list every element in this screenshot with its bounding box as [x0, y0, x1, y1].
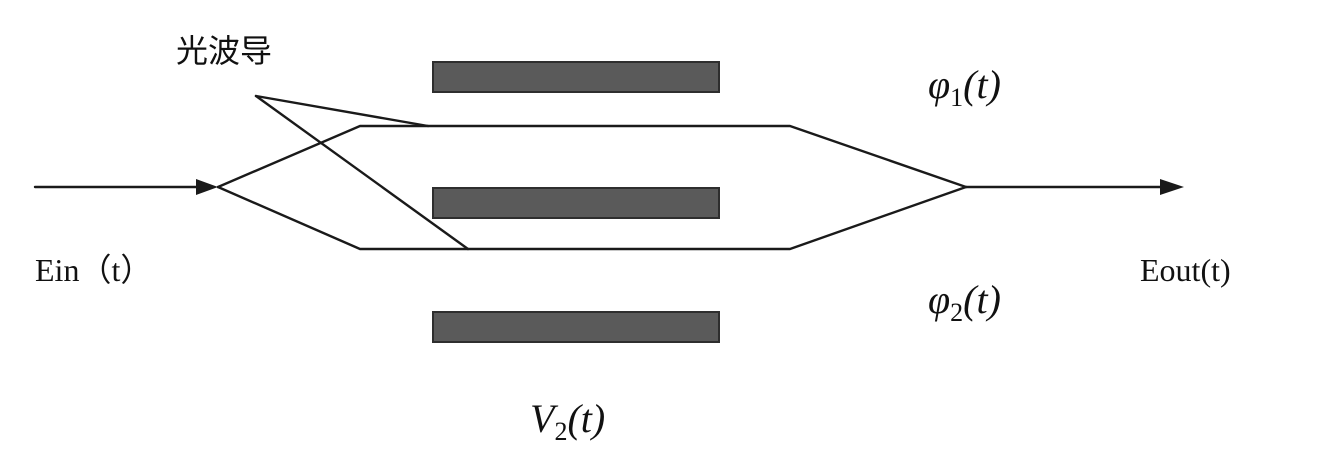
output-arrow: [1160, 179, 1184, 195]
voltage-label: V2(t): [530, 396, 605, 446]
voltage-symbol: V: [530, 396, 559, 441]
lower-arm: [216, 185, 968, 251]
upper-arm: [216, 124, 968, 189]
leader-line-lower: [254, 94, 470, 251]
phase-lower-symbol: φ: [928, 277, 950, 322]
phase-upper-subscript: 1: [950, 83, 963, 112]
input-label: Ein（t）: [35, 252, 152, 288]
phase-lower-arg: (t): [963, 277, 1001, 322]
upper-electrode: [432, 61, 720, 93]
lower-electrode: [432, 311, 720, 343]
phase-lower-subscript: 2: [950, 298, 963, 327]
waveguide-label: 光波导: [176, 32, 272, 70]
phase-lower-label: φ2(t): [928, 277, 1001, 327]
output-label: Eout(t): [1140, 252, 1231, 288]
voltage-arg: (t): [567, 396, 605, 441]
phase-upper-symbol: φ: [928, 62, 950, 107]
input-arrow: [196, 179, 218, 195]
phase-upper-label: φ1(t): [928, 62, 1001, 112]
middle-electrode: [432, 187, 720, 219]
leader-line-upper: [254, 94, 430, 128]
phase-upper-arg: (t): [963, 62, 1001, 107]
voltage-subscript: 2: [554, 417, 567, 446]
